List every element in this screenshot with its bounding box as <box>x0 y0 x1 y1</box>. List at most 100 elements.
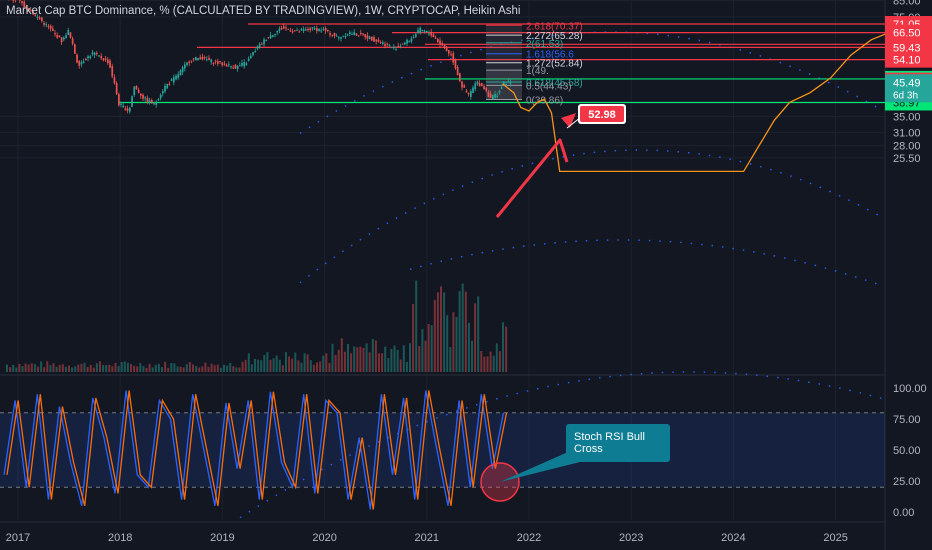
volume-bar <box>353 346 356 372</box>
candle-body <box>507 80 510 82</box>
volume-bar <box>387 358 390 372</box>
candle-body <box>140 93 142 96</box>
dotted-curve-mid <box>299 149 883 284</box>
candle-body <box>461 81 463 88</box>
candle-body <box>56 34 59 38</box>
candle-body <box>355 33 358 36</box>
x-tick-label: 2022 <box>517 532 541 544</box>
candle-body <box>63 37 65 40</box>
volume-bar <box>300 362 303 372</box>
candle-body <box>472 87 474 93</box>
volume-bar <box>334 355 337 372</box>
candle-body <box>272 35 274 37</box>
volume-bar <box>99 361 101 372</box>
candle-body <box>179 70 182 76</box>
stoch-band-layer <box>0 412 885 488</box>
volume-bar <box>71 367 74 372</box>
volume-bar <box>362 347 365 372</box>
volume-bar <box>210 363 213 372</box>
volume-bar <box>337 349 340 372</box>
candle-body <box>82 61 85 64</box>
candle-body <box>498 91 501 93</box>
volume-bar <box>312 364 315 372</box>
stoch-rsi-layer <box>3 390 508 510</box>
candle-body <box>234 64 237 69</box>
volume-bar <box>455 316 458 372</box>
volume-bar <box>27 364 30 372</box>
candle-body <box>340 37 342 39</box>
x-tick-label: 2019 <box>210 532 234 544</box>
candle-body <box>481 83 483 86</box>
candle-body <box>49 25 52 29</box>
volume-bar <box>390 348 393 372</box>
volume-bar <box>52 363 55 372</box>
candle-body <box>474 83 477 90</box>
volume-bar <box>443 292 446 372</box>
candle-body <box>269 35 272 39</box>
volume-bar <box>412 303 415 372</box>
volume-bar <box>365 343 368 372</box>
candle-body <box>467 92 470 95</box>
arrow-path <box>495 138 569 218</box>
candle-body <box>388 45 391 47</box>
candle-body <box>153 102 155 105</box>
price-tag <box>885 74 932 103</box>
volume-bar <box>306 354 309 372</box>
arrow-head <box>561 113 576 128</box>
candle-body <box>276 30 279 33</box>
volume-bar <box>343 351 346 372</box>
candle-body <box>228 64 230 66</box>
candle-body <box>445 47 448 51</box>
candle-body <box>296 29 298 31</box>
fib-layer: 2.618(70.37)2.272(65.28)2(61.53)1.618(56… <box>486 21 583 107</box>
candle-body <box>98 55 100 57</box>
volume-bar <box>399 359 402 372</box>
candle-body <box>463 85 466 88</box>
candle-body <box>21 0 23 4</box>
volume-bar <box>449 346 452 372</box>
volume-bar <box>145 367 148 372</box>
volume-bar <box>436 292 439 372</box>
candle-body <box>45 24 48 26</box>
candle-body <box>434 37 437 39</box>
candle-body <box>219 61 221 63</box>
candle-body <box>384 44 386 47</box>
candle-body <box>311 27 314 29</box>
volume-layer <box>6 280 508 372</box>
volume-bar <box>350 353 353 372</box>
volume-bar <box>238 367 241 372</box>
candle-body <box>111 66 114 77</box>
volume-bar <box>49 365 52 372</box>
volume-bar <box>213 365 216 372</box>
candle-body <box>454 59 457 69</box>
volume-bar <box>378 353 380 372</box>
volume-bar <box>154 364 157 372</box>
candle-body <box>122 105 125 108</box>
volume-bar <box>80 363 83 372</box>
callout-box <box>566 424 670 462</box>
volume-bar <box>89 364 92 372</box>
volume-bar <box>275 355 278 372</box>
price-tag-label: 45.49 <box>893 77 921 89</box>
candle-body <box>305 29 307 31</box>
volume-bar <box>467 322 470 372</box>
candle-body <box>338 37 340 39</box>
volume-bar <box>393 345 396 372</box>
candle-body <box>192 58 195 60</box>
volume-bar <box>157 363 160 372</box>
candle-body <box>184 64 186 69</box>
fib-label: 2(61.53) <box>526 39 563 50</box>
candle-body <box>142 94 144 99</box>
candle-body <box>417 30 419 33</box>
levels-layer <box>118 23 885 104</box>
candle-body <box>230 66 232 68</box>
candle-body <box>43 22 45 25</box>
candle-body <box>287 28 290 30</box>
volume-bar <box>340 338 343 372</box>
candle-body <box>375 39 378 42</box>
candle-body <box>329 33 331 35</box>
candle-body <box>452 53 455 63</box>
candle-body <box>151 99 153 104</box>
